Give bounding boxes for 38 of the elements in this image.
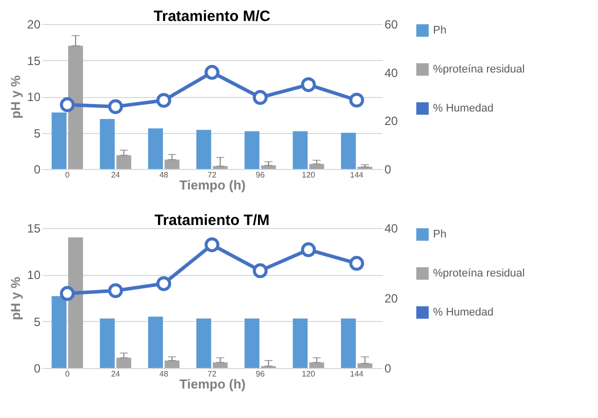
y-tick-label: 5 [34,314,41,329]
y2-tick-label: 20 [384,114,398,128]
chart-title: Tratamiento T/M [154,212,270,229]
y-tick-label: 10 [27,268,41,282]
x-tick-label: 120 [302,370,316,378]
y-tick-label: 10 [27,90,41,104]
y-tick-label: 15 [27,222,41,236]
legend-label: Ph [433,228,446,240]
x-tick-label: 48 [159,370,169,378]
x-tick-label: 72 [208,170,217,180]
y2-tick-label: 20 [384,292,398,306]
y2-tick-label: 40 [384,66,398,80]
chart-title: Tratamiento M/C [154,8,271,25]
x-tick-label: 0 [65,370,70,378]
y-tick-label: 20 [27,18,41,32]
y-axis-title: pH y % [8,74,24,119]
y-tick-label: 15 [27,54,41,68]
x-tick-label: 24 [111,370,121,378]
x-tick-label: 72 [208,370,217,378]
legend-label: Ph [433,24,446,36]
x-tick-label: 144 [350,170,364,180]
x-axis-title: Tiempo (h) [179,376,246,392]
x-axis-title: Tiempo (h) [179,178,246,192]
x-tick-label: 144 [350,370,364,378]
x-tick-label: 24 [111,170,121,180]
legend-label: %proteína residual [433,64,525,76]
x-tick-label: 96 [256,170,266,180]
x-tick-label: 48 [159,170,169,180]
y-tick-label: 5 [34,126,41,140]
legend-label: % Humedad [433,102,494,114]
x-tick-label: 120 [302,170,316,180]
legend-label: %proteína residual [433,268,525,280]
x-tick-label: 0 [65,170,70,180]
y-axis-title: pH y % [8,276,24,320]
y2-tick-label: 60 [384,18,398,32]
x-tick-label: 96 [256,370,266,378]
legend-label: % Humedad [433,306,494,318]
y2-tick-label: 40 [384,222,398,236]
